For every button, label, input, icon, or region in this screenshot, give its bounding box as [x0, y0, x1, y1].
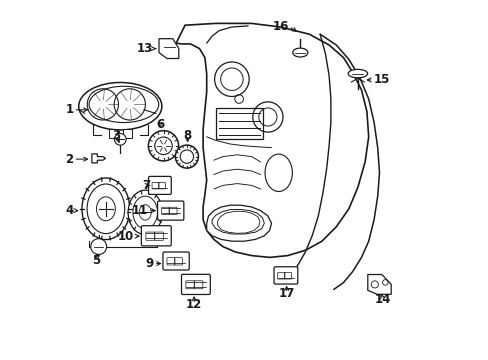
Text: 15: 15 [373, 73, 389, 86]
Bar [215, 108, 262, 139]
Ellipse shape [96, 197, 115, 221]
Bar [123, 129, 132, 138]
Ellipse shape [82, 178, 130, 240]
Text: 12: 12 [185, 298, 202, 311]
Text: 3: 3 [112, 129, 121, 142]
Polygon shape [159, 39, 179, 59]
Bar [108, 129, 117, 138]
Text: 10: 10 [118, 230, 134, 243]
Ellipse shape [139, 205, 151, 220]
FancyBboxPatch shape [273, 267, 297, 284]
Text: 8: 8 [183, 129, 191, 141]
Polygon shape [176, 23, 368, 257]
Circle shape [180, 150, 193, 163]
Circle shape [114, 134, 126, 145]
Circle shape [175, 145, 198, 168]
Text: 1: 1 [65, 103, 73, 116]
Text: 2: 2 [65, 153, 73, 166]
Ellipse shape [292, 48, 307, 57]
Text: 7: 7 [142, 179, 150, 192]
Circle shape [154, 137, 172, 154]
Text: 6: 6 [156, 118, 163, 131]
FancyBboxPatch shape [163, 252, 189, 270]
Ellipse shape [79, 82, 162, 130]
Ellipse shape [128, 190, 162, 235]
Text: 5: 5 [92, 255, 100, 267]
Circle shape [91, 239, 106, 255]
Polygon shape [92, 154, 105, 163]
Text: 16: 16 [272, 20, 288, 33]
Polygon shape [206, 205, 271, 241]
Ellipse shape [347, 69, 367, 78]
Polygon shape [367, 275, 390, 294]
FancyBboxPatch shape [157, 201, 183, 220]
Circle shape [148, 131, 178, 161]
Text: 9: 9 [145, 257, 153, 270]
Text: 13: 13 [136, 42, 152, 55]
Text: 4: 4 [65, 204, 73, 217]
Text: 14: 14 [374, 293, 390, 306]
Text: 11: 11 [132, 204, 148, 217]
Text: 17: 17 [278, 287, 294, 300]
FancyBboxPatch shape [181, 274, 210, 294]
FancyBboxPatch shape [141, 226, 171, 246]
FancyBboxPatch shape [148, 176, 171, 194]
